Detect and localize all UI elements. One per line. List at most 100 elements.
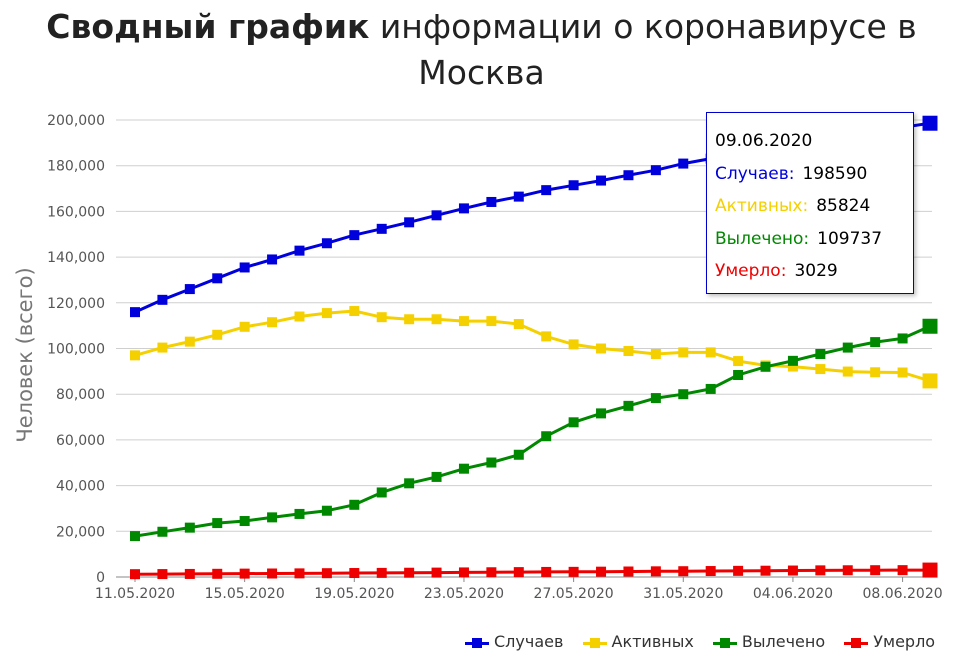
data-point-active — [130, 350, 140, 361]
data-point-recovered — [239, 516, 250, 527]
tooltip-row-active: Активных: 85824 — [715, 190, 913, 223]
tooltip-label-recovered: Вылечено: — [715, 228, 810, 249]
data-point-deaths — [760, 565, 771, 576]
data-point-active — [212, 329, 223, 340]
data-point-deaths — [513, 567, 524, 578]
data-point-deaths — [294, 568, 305, 579]
data-point-active — [842, 366, 853, 377]
data-point-recovered — [596, 408, 607, 419]
y-tick-label: 140,000 — [47, 250, 105, 266]
data-point-active — [321, 308, 332, 319]
x-tick-label: 04.06.2020 — [753, 586, 833, 602]
data-point-cases — [678, 158, 689, 169]
data-point-cases — [321, 238, 332, 249]
data-point-active — [541, 331, 552, 342]
tooltip-row-recovered: Вылечено: 109737 — [715, 223, 913, 256]
y-tick-label: 0 — [96, 570, 105, 586]
data-point-cases — [623, 170, 634, 181]
x-tick-label: 19.05.2020 — [314, 586, 394, 602]
data-point-active — [568, 339, 579, 350]
y-tick-label: 60,000 — [56, 433, 105, 449]
data-point-recovered — [815, 348, 826, 359]
data-point-cases — [458, 203, 469, 214]
data-point-active — [623, 346, 634, 357]
legend-item-deaths[interactable]: Умерло — [844, 632, 935, 651]
series-recovered — [130, 318, 938, 542]
tooltip-label-active: Активных: — [715, 196, 809, 216]
data-point-active — [733, 356, 744, 367]
data-point-active — [239, 321, 250, 332]
data-point-recovered — [267, 512, 278, 523]
data-point-cases — [513, 191, 524, 202]
data-point-deaths — [623, 566, 634, 577]
chart-title: Сводный график информации о коронавирусе… — [0, 4, 963, 96]
data-point-deaths — [130, 569, 140, 580]
legend-item-active[interactable]: Активных — [582, 632, 694, 651]
data-point-recovered — [321, 505, 332, 516]
data-point-deaths — [870, 565, 881, 576]
data-point-recovered — [568, 417, 579, 428]
legend-label-cases: Случаев — [494, 632, 564, 651]
data-point-recovered — [623, 400, 634, 411]
data-point-deaths — [733, 565, 744, 576]
series-line-recovered — [134, 324, 931, 538]
data-point-deaths — [349, 568, 360, 579]
data-point-recovered — [349, 499, 360, 510]
data-point-active — [596, 343, 607, 354]
data-point-recovered — [212, 518, 223, 529]
series-active — [130, 306, 938, 389]
tooltip-value-deaths: 3029 — [794, 261, 838, 281]
data-point-recovered — [733, 370, 744, 381]
data-point-deaths — [705, 566, 716, 577]
data-point-active — [922, 373, 938, 389]
tooltip-value-active: 85824 — [816, 196, 871, 216]
tooltip: 09.06.2020 Случаев: 198590 Активных: 85824… — [706, 112, 914, 294]
y-axis: 0 20,000 40,000 60,000 80,000 100,000 120,000 1… — [47, 113, 105, 586]
data-point-active — [294, 311, 305, 322]
data-point-deaths — [184, 568, 195, 579]
tooltip-label-cases: Случаев: — [715, 163, 795, 184]
legend-marker-recovered — [712, 637, 737, 648]
y-tick-label: 160,000 — [47, 204, 105, 220]
data-point-recovered — [787, 355, 798, 366]
data-point-cases — [568, 180, 579, 191]
data-point-deaths — [678, 566, 689, 577]
data-point-recovered — [431, 471, 442, 482]
data-point-recovered — [294, 508, 305, 519]
data-point-active — [404, 314, 415, 325]
x-axis: 11.05.2020 15.05.2020 19.05.2020 23.05.2020… — [95, 577, 943, 602]
data-point-active — [513, 319, 524, 330]
data-point-cases — [404, 217, 415, 228]
data-point-recovered — [678, 389, 689, 400]
data-point-cases — [212, 273, 223, 284]
y-tick-label: 200,000 — [47, 113, 105, 129]
y-tick-label: 120,000 — [47, 296, 105, 312]
data-point-active — [486, 316, 497, 327]
data-point-recovered — [513, 449, 524, 460]
data-point-deaths — [458, 567, 469, 578]
legend-label-deaths: Умерло — [873, 632, 936, 651]
data-point-active — [678, 347, 689, 358]
x-tick-label: 31.05.2020 — [643, 586, 723, 602]
data-point-deaths — [486, 567, 497, 578]
data-point-cases — [239, 262, 250, 273]
legend-item-cases[interactable]: Случаев — [465, 632, 563, 651]
data-point-deaths — [267, 568, 278, 579]
x-tick-label: 15.05.2020 — [205, 586, 285, 602]
data-point-recovered — [922, 318, 938, 334]
data-point-recovered — [705, 383, 716, 394]
data-point-cases — [431, 210, 442, 221]
legend-marker-deaths — [844, 637, 869, 648]
data-point-recovered — [842, 342, 853, 353]
x-tick-label: 11.05.2020 — [95, 586, 175, 602]
data-point-cases — [596, 175, 607, 186]
tooltip-label-deaths: Умерло: — [715, 261, 787, 281]
data-point-recovered — [130, 531, 140, 542]
legend-label-recovered: Вылечено — [741, 632, 826, 651]
data-point-active — [870, 367, 881, 378]
data-point-active — [650, 348, 661, 359]
data-point-deaths — [212, 568, 223, 579]
legend-item-recovered[interactable]: Вылечено — [712, 632, 826, 651]
data-point-deaths — [922, 562, 938, 578]
